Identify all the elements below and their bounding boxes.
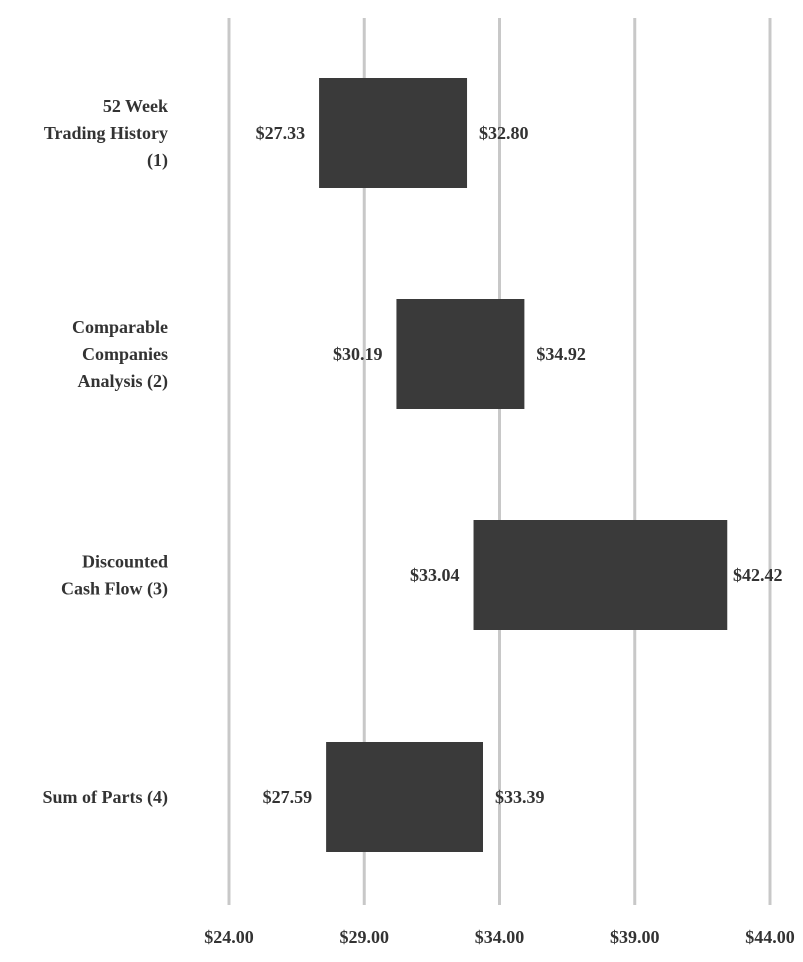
- range-bar: [326, 742, 483, 852]
- range-bar: [473, 520, 728, 630]
- range-bar: [319, 78, 468, 188]
- high-value-label: $33.39: [495, 787, 545, 807]
- category-label: 52 Week Trading History (1): [44, 96, 168, 171]
- label-layer: $27.33 $32.80 $30.19 $34.92 $33.04 $42.42 $27.…: [256, 123, 783, 807]
- category-label: Discounted Cash Flow (3): [61, 552, 168, 600]
- range-bar: [396, 299, 525, 409]
- high-value-label: $42.42: [733, 565, 783, 585]
- x-tick-label: $34.00: [475, 927, 525, 947]
- category-label-line: Companies: [82, 344, 168, 364]
- category-label-line: Discounted: [82, 552, 168, 572]
- category-label-line: Cash Flow (3): [61, 579, 168, 600]
- category-label-line: 52 Week: [103, 96, 168, 116]
- low-value-label: $27.59: [263, 787, 313, 807]
- category-layer: 52 Week Trading History (1)Comparable Compa…: [43, 96, 168, 808]
- category-label-line: Analysis (2): [77, 371, 168, 392]
- high-value-label: $34.92: [536, 344, 586, 364]
- tick-layer: $24.00 $29.00 $34.00 $39.00 $44.00: [204, 927, 795, 947]
- high-value-label: $32.80: [479, 123, 529, 143]
- category-label: Comparable Companies Analysis (2): [72, 317, 168, 392]
- low-value-label: $27.33: [256, 123, 306, 143]
- category-label-line: Sum of Parts (4): [43, 787, 168, 808]
- category-label-line: (1): [147, 150, 168, 171]
- category-label-line: Comparable: [72, 317, 168, 337]
- low-value-label: $33.04: [410, 565, 460, 585]
- low-value-label: $30.19: [333, 344, 383, 364]
- category-label-line: Trading History: [44, 123, 168, 143]
- x-tick-label: $44.00: [745, 927, 795, 947]
- grid-layer: [227, 18, 772, 905]
- category-label: Sum of Parts (4): [43, 787, 168, 808]
- bar-layer: [319, 78, 728, 852]
- x-tick-label: $39.00: [610, 927, 660, 947]
- x-tick-label: $24.00: [204, 927, 254, 947]
- x-tick-label: $29.00: [340, 927, 390, 947]
